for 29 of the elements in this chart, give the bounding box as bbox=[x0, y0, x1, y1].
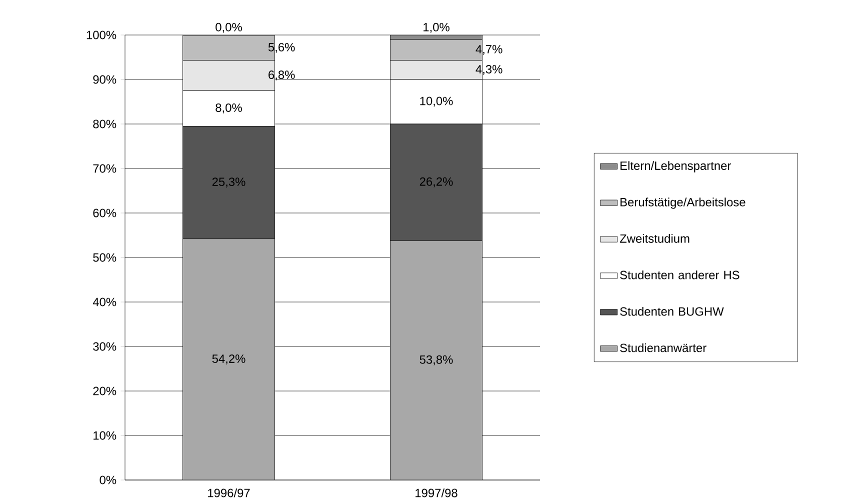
data-label: 1,0% bbox=[424, 22, 450, 33]
data-label: 25,3% bbox=[212, 178, 246, 188]
legend-label: Zweitstudium bbox=[620, 234, 690, 243]
y-tick-label: 10% bbox=[94, 431, 116, 440]
data-label: 0,0% bbox=[216, 22, 242, 33]
y-tick-label: 100% bbox=[86, 30, 116, 40]
x-tick-label: 1997/98 bbox=[416, 488, 458, 498]
data-label: 8,0% bbox=[216, 103, 242, 114]
data-label: 10,0% bbox=[420, 96, 453, 107]
y-tick-label: 70% bbox=[93, 164, 116, 173]
data-label: 53,8% bbox=[420, 355, 453, 366]
legend-label: Studienanwärter bbox=[620, 343, 706, 352]
y-tick-label: 80% bbox=[93, 120, 116, 128]
bar bbox=[390, 240, 482, 480]
bar bbox=[182, 238, 275, 480]
y-tick-label: 30% bbox=[93, 342, 116, 351]
y-tick-label: 50% bbox=[93, 253, 116, 262]
legend-label: Studenten anderer HS bbox=[620, 270, 740, 280]
data-label: 54,2% bbox=[212, 354, 246, 364]
y-tick-label: 40% bbox=[92, 298, 116, 306]
legend-label: Eltern/Lebenspartner bbox=[620, 161, 731, 172]
legend-label: Studenten BUGHW bbox=[620, 306, 724, 316]
x-tick-label: 1996/97 bbox=[208, 488, 250, 498]
y-tick-label: 0% bbox=[100, 476, 116, 484]
y-tick-label: 20% bbox=[93, 386, 116, 396]
y-tick-label: 60% bbox=[93, 208, 116, 218]
y-tick-label: 90% bbox=[93, 75, 116, 84]
data-label: 26,2% bbox=[420, 177, 453, 188]
legend-label: Berufstätige/Arbeitslose bbox=[620, 198, 746, 209]
